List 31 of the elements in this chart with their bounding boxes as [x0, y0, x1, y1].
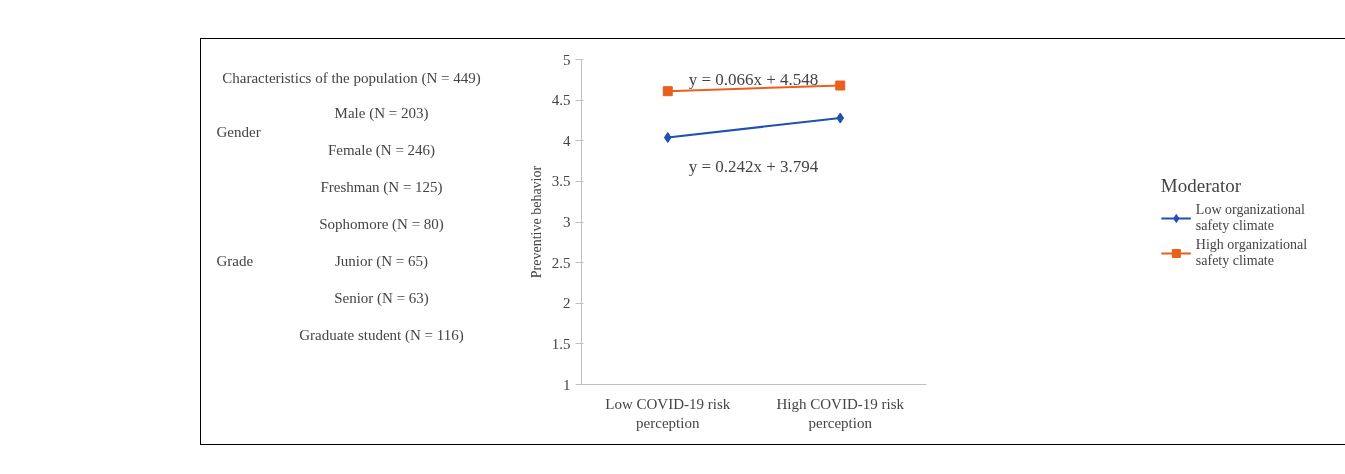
- y-tick-label: 2.5: [551, 254, 571, 271]
- point: [836, 112, 845, 124]
- text: Gender: [216, 123, 261, 140]
- y-tick-label: 1: [563, 376, 571, 393]
- category-label: Graduate student (N = 116): [299, 326, 464, 344]
- y-tick-label: 2: [563, 295, 571, 312]
- y-tick-label: 3.5: [551, 173, 571, 190]
- x-tick-label: Low COVID-19 risk perception: [605, 395, 731, 431]
- y-axis-title: Preventive behavior: [528, 165, 544, 279]
- y-tick-label: 1.5: [551, 335, 571, 352]
- legend-label: Low organizational safety climate: [1195, 201, 1305, 234]
- y-tick-label: 4.5: [551, 92, 571, 109]
- y-tick-label: 3: [563, 214, 571, 230]
- legend-label: High organizational safety climate: [1195, 236, 1308, 269]
- category-label: Senior (N = 63): [334, 289, 429, 307]
- y-tick-label: 5: [563, 51, 571, 68]
- legend-title: Moderator: [1160, 174, 1243, 197]
- point: [835, 80, 846, 91]
- point: [663, 132, 672, 143]
- annotation: y = 0.242x + 3.794: [688, 157, 819, 176]
- annotation: y = 0.066x + 4.548: [688, 70, 819, 89]
- category-label: Junior (N = 65): [334, 252, 429, 270]
- category-label: Female (N = 246): [327, 141, 436, 159]
- category-label: Male (N = 203): [334, 105, 429, 123]
- category-label: Freshman (N = 125): [320, 178, 443, 196]
- category-label: Sophomore (N = 80): [319, 215, 444, 233]
- x-tick-label: High COVID-19 risk perception: [776, 395, 905, 431]
- point: [662, 86, 673, 97]
- text: Grade: [216, 252, 254, 269]
- y-tick-label: 4: [563, 132, 571, 149]
- text: Characteristics of the population (N = 449): [222, 69, 481, 87]
